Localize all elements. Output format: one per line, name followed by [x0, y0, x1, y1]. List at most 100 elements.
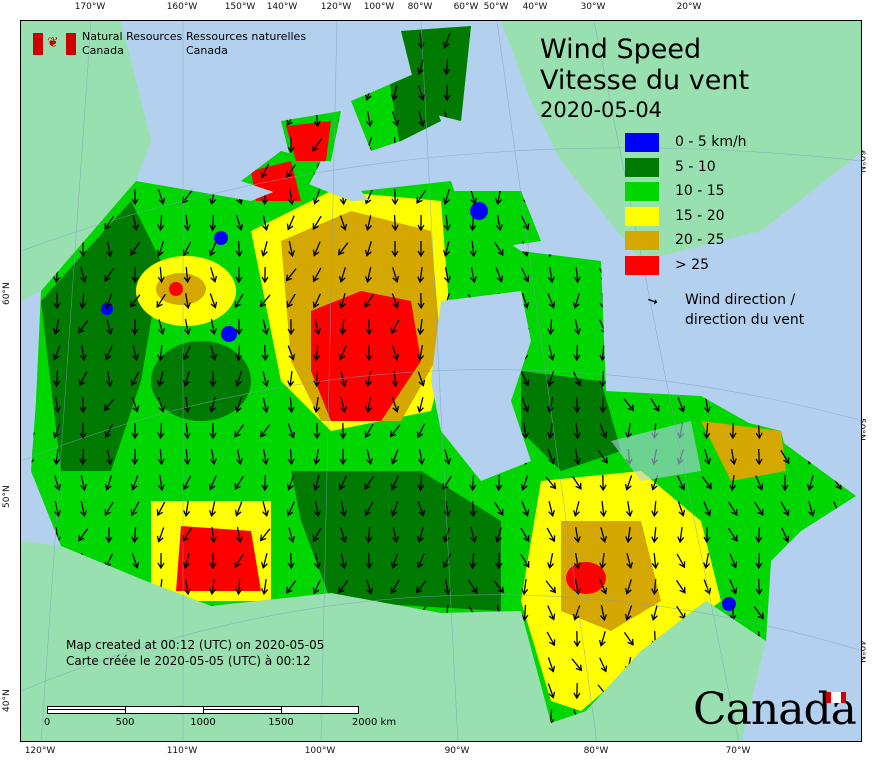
wind-arrow: [807, 631, 816, 647]
lon-label: 120°W: [24, 746, 56, 756]
wind-arrow: [625, 370, 633, 388]
wind-arrow: [340, 527, 348, 543]
wind-arrow: [833, 293, 842, 309]
wind-arrow: [856, 631, 862, 647]
wind-arrow: [53, 292, 61, 310]
wind-arrow: [313, 501, 321, 518]
wind-arrow: [807, 371, 814, 388]
wind-arrow: [365, 111, 373, 128]
wind-arrow: [209, 370, 217, 388]
wind-arrow: [754, 501, 764, 516]
wind-arrow: [547, 293, 556, 309]
wind-arrow: [520, 527, 530, 543]
legend-item: 20 - 25: [625, 231, 845, 251]
wind-arrow: [650, 605, 658, 621]
wind-arrow: [469, 474, 477, 492]
wind-arrow: [856, 163, 862, 179]
wind-arrow: [156, 293, 166, 308]
wind-arrow: [495, 189, 503, 206]
wind-arrow: [650, 345, 659, 361]
wind-arrow: [782, 345, 790, 361]
wind-arrow: [209, 163, 217, 180]
wind-arrow: [521, 578, 529, 596]
wind-arrow: [573, 527, 581, 544]
wind-arrow: [856, 579, 862, 595]
wind-arrow: [521, 162, 529, 180]
wind-arrow: [234, 163, 243, 179]
wind-arrow: [753, 606, 764, 620]
wind-arrow: [624, 605, 633, 621]
wind-arrow: [806, 397, 815, 413]
wind-arrow: [339, 448, 347, 466]
wind-arrow: [53, 396, 61, 414]
wind-arrow: [183, 111, 191, 128]
wind-zone-gt25: [169, 282, 183, 296]
lon-label: 100°W: [363, 2, 395, 12]
wind-arrow: [807, 604, 815, 622]
wind-arrow: [156, 501, 166, 517]
wind-arrow: [521, 501, 530, 517]
wind-arrow: [833, 344, 841, 362]
lon-label: 80°W: [583, 746, 609, 756]
wind-arrow: [573, 396, 581, 414]
wind-arrow: [103, 398, 115, 412]
wind-arrow: [548, 163, 556, 179]
wind-arrow: [259, 294, 271, 308]
lon-label: 30°W: [580, 2, 606, 12]
wind-arrow: [806, 345, 814, 362]
map-canvas: [20, 20, 862, 742]
wind-arrow: [677, 344, 685, 362]
wind-arrow: [260, 163, 270, 179]
wind-arrow: [805, 294, 816, 308]
legend-label: 0 - 5 km/h: [675, 134, 747, 150]
wind-arrow: [444, 163, 452, 179]
greenland-land: [501, 21, 861, 261]
wind-arrow: [416, 527, 424, 543]
wind-arrow: [157, 59, 165, 76]
wind-arrow: [131, 422, 139, 440]
wind-arrow: [624, 475, 633, 491]
wind-arrow: [599, 370, 607, 388]
wind-arrow: [494, 85, 504, 101]
wind-arrow: [833, 579, 842, 595]
wind-arrow: [288, 527, 296, 543]
map-date: 2020-05-04: [540, 98, 663, 122]
wind-arrow: [132, 345, 140, 362]
wind-arrow: [859, 683, 862, 699]
wind-arrow: [260, 424, 271, 438]
wind-arrow: [391, 111, 400, 127]
wind-arrow: [572, 293, 580, 309]
wind-arrow: [832, 423, 841, 439]
wind-arrow: [493, 580, 505, 594]
wind-arrow: [624, 293, 634, 309]
wind-arrow: [104, 216, 115, 230]
wind-arrow: [54, 501, 61, 518]
scale-label: 2000 km: [351, 717, 397, 728]
wind-arrow: [262, 59, 270, 75]
wind-arrow: [675, 580, 686, 594]
wind-arrow: [262, 371, 270, 387]
wind-arrow: [130, 475, 139, 491]
legend-swatch: [625, 231, 659, 250]
scale-label: 1000: [190, 717, 216, 728]
wind-arrow: [208, 85, 218, 101]
wind-arrow: [183, 500, 191, 518]
wind-arrow: [755, 345, 764, 361]
wind-arrow: [677, 475, 686, 491]
wind-arrow: [677, 501, 686, 517]
wind-legend-line2: direction du vent: [685, 312, 805, 328]
map-title: Wind Speed Vitesse du vent: [540, 34, 749, 96]
wind-arrow: [78, 371, 88, 387]
wind-arrow: [703, 553, 711, 570]
wind-arrow: [546, 371, 554, 387]
wind-arrow: [338, 293, 346, 310]
wind-arrow: [599, 344, 607, 362]
wind-arrow: [339, 318, 347, 336]
wind-arrow: [208, 241, 217, 257]
wind-arrow: [129, 294, 141, 308]
wind-arrow: [857, 396, 862, 412]
wind-arrow: [469, 240, 477, 258]
wind-arrow: [235, 240, 243, 258]
wind-arrow: [338, 137, 347, 153]
wind-arrow: [444, 449, 452, 465]
